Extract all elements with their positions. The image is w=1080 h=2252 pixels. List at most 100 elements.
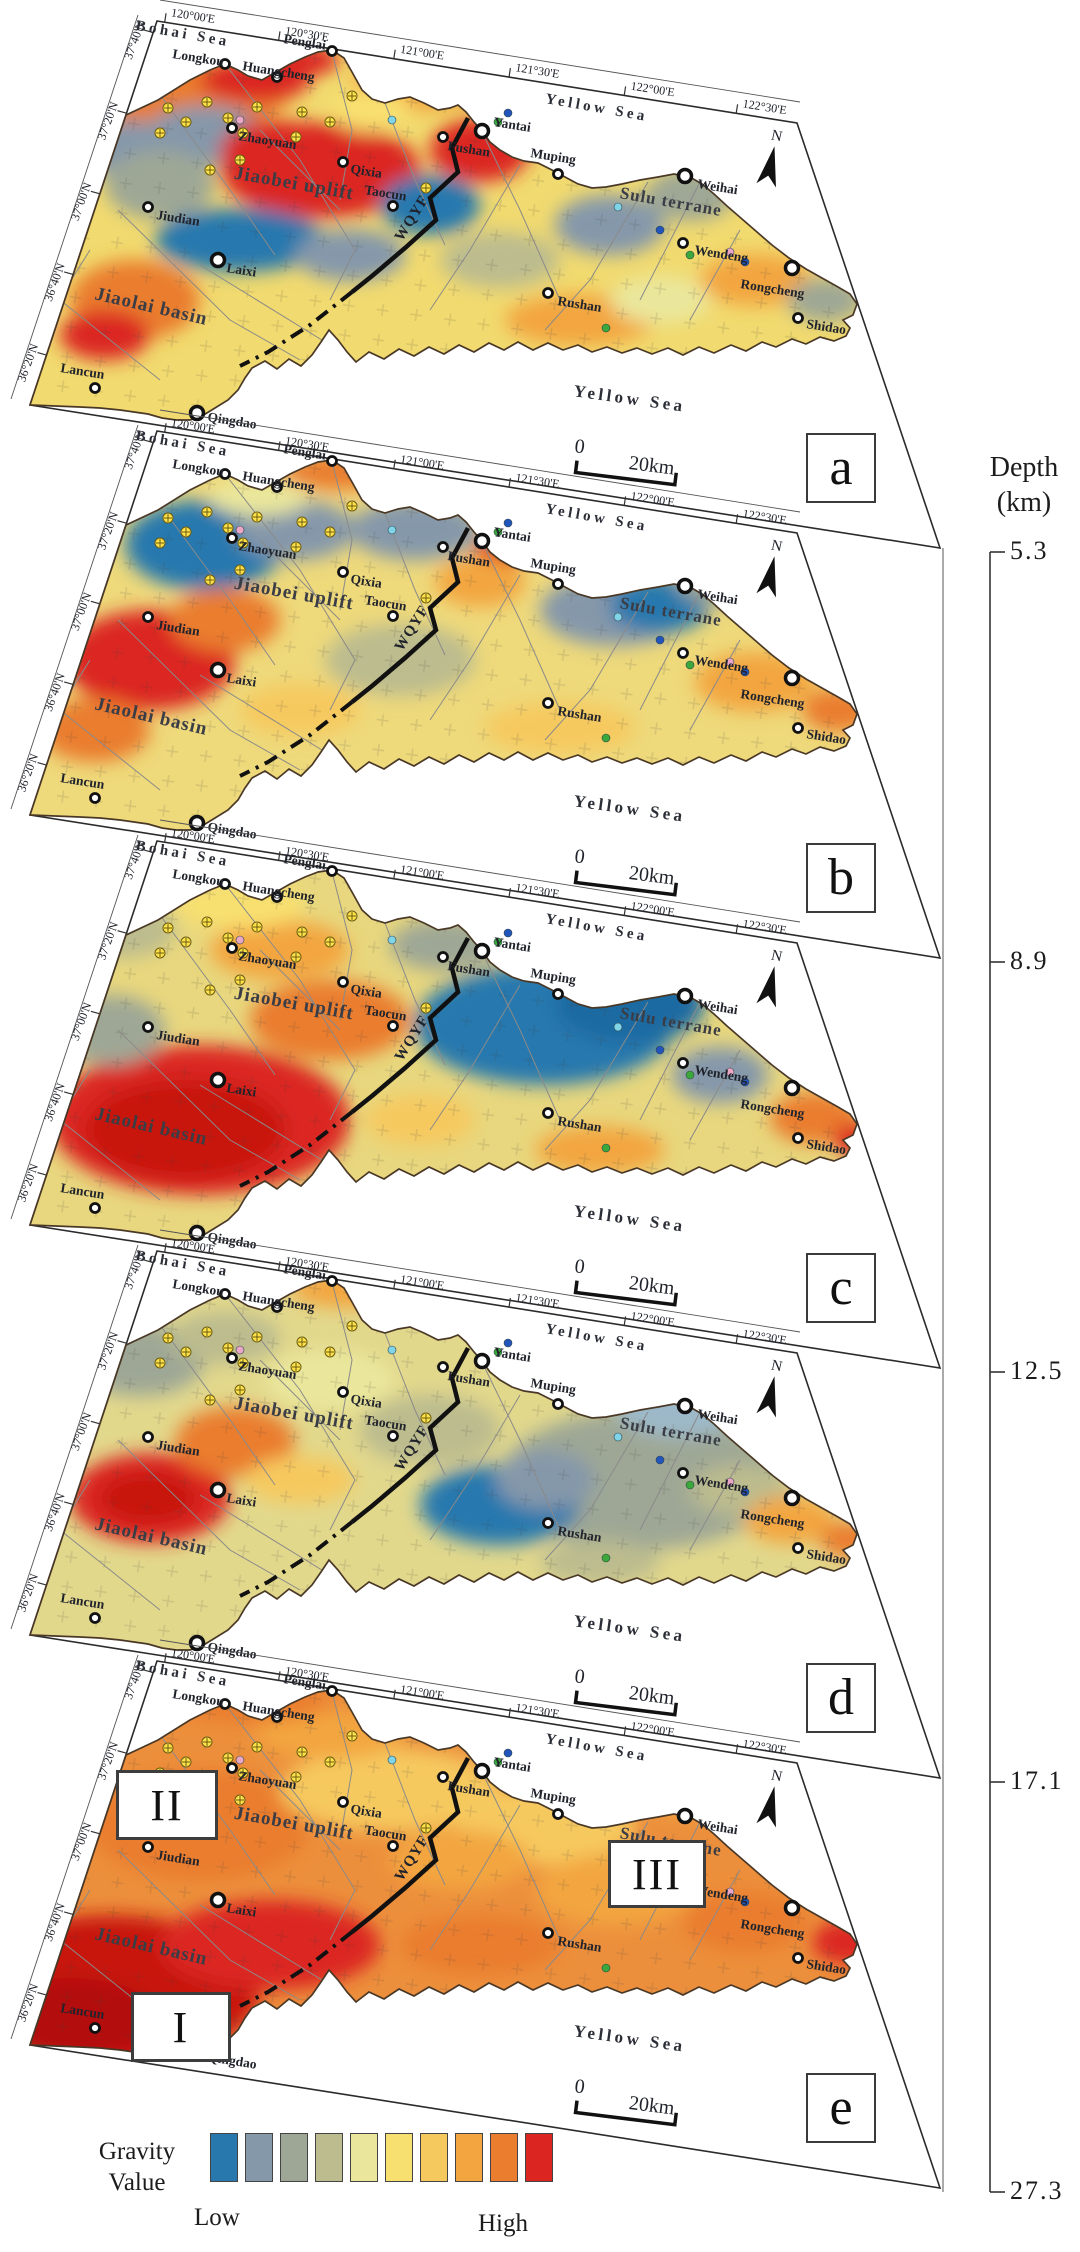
panel-letter-d: d [806, 1663, 876, 1733]
latitude-tick: 37°20'N [94, 1329, 121, 1371]
coastline [28, 869, 858, 1241]
longitude-tick: 121°30'E [515, 880, 561, 901]
city-marker-zhaoyuan [226, 1762, 238, 1774]
city-marker-taocun [387, 1020, 399, 1032]
city-label-weihai: Weihai [697, 176, 740, 197]
longitude-tick: 122°00'E [630, 899, 676, 920]
city-label-weihai: Weihai [697, 1406, 740, 1427]
zone-box-iii: III [608, 1840, 706, 1908]
compass-north: N [756, 1768, 784, 1828]
city-label-rushan: Rushan [557, 1113, 604, 1135]
city-label-qixia: Qixia [350, 571, 384, 591]
longitude-tick: 122°30'E [742, 506, 788, 527]
wqyf-fault [350, 1756, 470, 1934]
compass-arrow-icon [756, 1786, 776, 1828]
city-marker-rushan [542, 287, 554, 299]
city-label-fushan: Fushan [447, 138, 492, 160]
legend-swatch-9 [490, 2133, 518, 2182]
compass-north: N [756, 538, 784, 598]
city-marker-jiudian [142, 611, 154, 623]
longitude-tick: 122°30'E [742, 916, 788, 937]
city-marker-taocun [387, 1840, 399, 1852]
longitude-tick: 122°00'E [630, 1719, 676, 1740]
city-marker-jiudian [142, 1431, 154, 1443]
city-label-laixi: Laixi [226, 1900, 258, 1920]
longitude-tick: 121°30'E [515, 470, 561, 491]
city-marker-lancun [89, 1612, 101, 1624]
longitude-tick: 120°00'E [170, 415, 216, 436]
city-marker-laixi [209, 1891, 227, 1909]
latitude-tick: 36°40'N [41, 671, 68, 713]
legend-swatch-2 [245, 2133, 273, 2182]
scale-zero: 0 [573, 435, 586, 458]
depth-axis [942, 548, 1005, 2193]
city-label-qixia: Qixia [350, 1801, 384, 1821]
longitude-tick: 120°30'E [284, 24, 330, 45]
legend-swatch-10 [525, 2133, 553, 2182]
city-marker-penglai [326, 45, 338, 57]
longitude-tick: 122°00'E [630, 79, 676, 100]
deposit-markers [154, 500, 750, 743]
depth-axis-title-line2: (km) [996, 487, 1052, 518]
deposit-markers [154, 910, 750, 1153]
latitude-tick: 36°20'N [14, 1571, 41, 1613]
city-label-rushan: Rushan [557, 703, 604, 725]
city-label-laixi: Laixi [226, 1490, 258, 1510]
longitude-tick: 120°30'E [284, 1664, 330, 1685]
city-marker-huangcheng [271, 71, 283, 83]
legend-swatch-7 [420, 2133, 448, 2182]
city-marker-zhaoyuan [226, 532, 238, 544]
city-label-penglai: Penglai [283, 441, 328, 463]
coastline [28, 1279, 858, 1651]
longitude-tick: 121°00'E [399, 862, 445, 883]
city-marker-fushan [437, 951, 449, 963]
city-marker-lancun [89, 2022, 101, 2034]
legend-swatch-6 [385, 2133, 413, 2182]
city-marker-jiudian [142, 1021, 154, 1033]
city-marker-weihai [676, 1397, 694, 1415]
minor-faults [39, 461, 741, 791]
city-marker-huangcheng [271, 1711, 283, 1723]
city-label-shidao: Shidao [806, 316, 848, 337]
city-label-jiudian: Jiudian [156, 1437, 202, 1459]
city-label-rushan: Rushan [557, 293, 604, 315]
longitude-tick: 121°00'E [399, 1682, 445, 1703]
city-marker-muping [552, 578, 564, 590]
legend-low-label: Low [194, 2204, 240, 2231]
panel-letter-b: b [806, 843, 876, 913]
zone-label-i: I [172, 2002, 190, 2052]
city-marker-qixia [337, 1796, 349, 1808]
longitude-tick: 121°00'E [399, 452, 445, 473]
city-label-fushan: Fushan [447, 548, 492, 570]
city-label-weihai: Weihai [697, 586, 740, 607]
wqyf-fault [350, 936, 470, 1114]
depth-tick-12.5: 12.5 [1010, 1356, 1064, 1385]
city-marker-huangcheng [271, 1301, 283, 1313]
city-label-rushan: Rushan [557, 1523, 604, 1545]
deposit-markers [154, 1320, 750, 1563]
city-marker-wendeng [677, 1467, 689, 1479]
city-marker-rongcheng [783, 1489, 801, 1507]
city-marker-wendeng [677, 1057, 689, 1069]
latitude-tick: 36°40'N [41, 1901, 68, 1943]
city-label-penglai: Penglai [283, 1261, 328, 1283]
city-marker-shidao [792, 722, 804, 734]
compass-n-label: N [770, 948, 784, 966]
city-label-taocun: Taocun [364, 592, 409, 614]
latitude-tick: 37°20'N [94, 99, 121, 141]
city-label-fushan: Fushan [447, 1368, 492, 1390]
zone-label-iii: III [632, 1849, 682, 1899]
city-label-laixi: Laixi [226, 260, 258, 280]
city-marker-fushan [437, 1771, 449, 1783]
latitude-tick: 36°20'N [14, 1161, 41, 1203]
city-marker-zhaoyuan [226, 942, 238, 954]
compass-arrow-icon [756, 966, 776, 1008]
panel-letter-e: e [806, 2073, 876, 2143]
city-label-muping: Muping [530, 145, 578, 167]
longitude-tick: 121°00'E [399, 1272, 445, 1293]
depth-tick-17.1: 17.1 [1010, 1766, 1064, 1795]
city-marker-yantai [473, 1352, 491, 1370]
city-label-lancun: Lancun [60, 770, 107, 792]
city-label-laixi: Laixi [226, 1080, 258, 1100]
